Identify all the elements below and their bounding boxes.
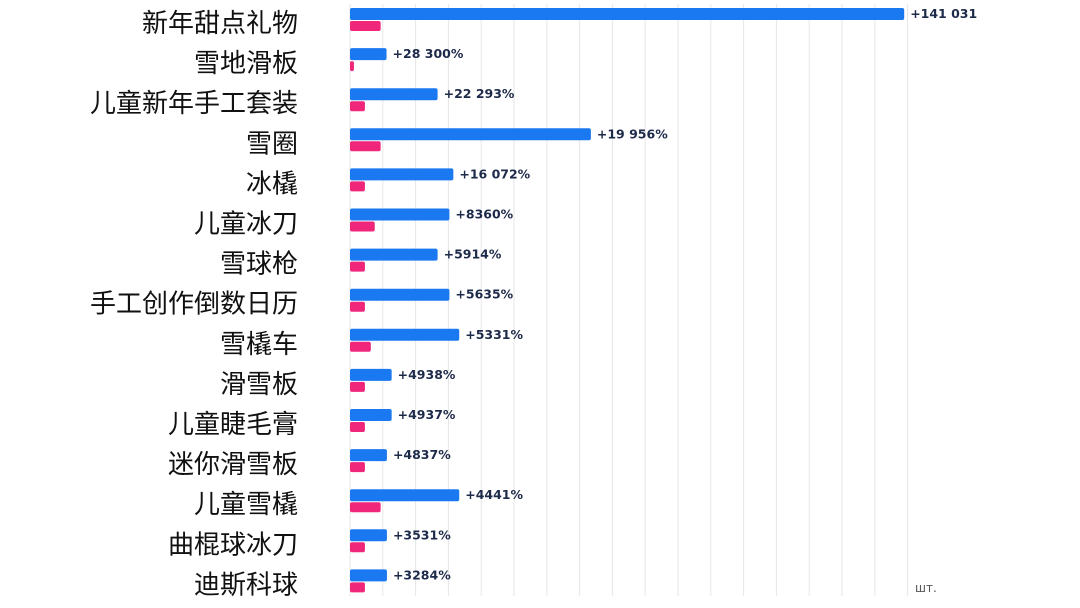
bar-pink	[350, 181, 365, 192]
bar-blue	[350, 489, 460, 502]
category-label: 迪斯科球	[194, 570, 298, 600]
bar-blue	[350, 288, 450, 301]
data-label: +28 300%	[393, 46, 464, 61]
data-label: +4938%	[398, 367, 456, 382]
data-label: +5635%	[455, 287, 513, 302]
bars	[350, 8, 905, 593]
bar-blue	[350, 208, 450, 221]
data-label: +5331%	[465, 327, 523, 342]
data-label: +19 956%	[597, 126, 668, 141]
bar-blue	[350, 409, 392, 421]
bar-blue	[350, 529, 387, 542]
category-label: 冰橇	[246, 169, 298, 199]
bar-blue	[350, 248, 438, 261]
grid-lines	[349, 4, 909, 596]
bar-pink	[350, 141, 381, 152]
bar-pink	[350, 21, 381, 31]
bar-blue	[350, 569, 387, 582]
bar-blue	[350, 168, 454, 181]
data-label: +4837%	[393, 447, 451, 462]
unit-label: шт.	[915, 581, 937, 595]
bar-blue	[350, 368, 392, 381]
bar-blue	[350, 328, 460, 341]
category-label: 雪球枪	[220, 250, 298, 280]
bar-pink	[350, 301, 365, 312]
category-label: 儿童冰刀	[194, 210, 298, 240]
bar-pink	[350, 381, 365, 392]
bar-pink	[350, 462, 365, 473]
bar-pink	[350, 61, 354, 72]
bar-pink	[350, 502, 381, 513]
bar-blue	[350, 128, 591, 141]
data-label: +16 072%	[459, 166, 530, 181]
bar-blue	[350, 8, 905, 20]
bar-blue	[350, 449, 387, 462]
bar-blue	[350, 48, 387, 61]
category-label: 曲棍球冰刀	[168, 530, 298, 560]
data-label: +141 031	[910, 6, 977, 21]
category-labels: 新年甜点礼物雪地滑板儿童新年手工套装雪圈冰橇儿童冰刀雪球枪手工创作倒数日历雪橇车…	[90, 9, 298, 600]
category-label: 手工创作倒数日历	[90, 290, 298, 320]
bar-pink	[350, 221, 375, 232]
data-label: +22 293%	[444, 86, 515, 101]
category-label: 雪橇车	[220, 330, 298, 360]
category-label: 儿童新年手工套装	[90, 89, 298, 119]
category-label: 迷你滑雪板	[168, 450, 298, 480]
category-label: 新年甜点礼物	[142, 9, 298, 39]
data-label: +4937%	[398, 407, 456, 422]
bar-pink	[350, 341, 371, 352]
bar-pink	[350, 422, 365, 432]
data-label: +8360%	[455, 207, 513, 222]
bar-pink	[350, 101, 365, 112]
data-label: +5914%	[444, 247, 502, 262]
category-label: 儿童睫毛膏	[168, 410, 298, 440]
data-labels: +141 031 +28 300% +22 293% +19 956% +16 072%…	[393, 6, 978, 582]
category-label: 雪圈	[246, 129, 298, 159]
category-label: 滑雪板	[220, 370, 298, 400]
bar-pink	[350, 261, 365, 272]
bar-pink	[350, 542, 365, 553]
bar-pink	[350, 582, 365, 593]
data-label: +3284%	[393, 567, 451, 582]
data-label: +3531%	[393, 527, 451, 542]
category-label: 儿童雪橇	[194, 490, 298, 520]
bar-blue	[350, 88, 438, 101]
category-label: 雪地滑板	[194, 49, 298, 79]
data-label: +4441%	[465, 487, 523, 502]
